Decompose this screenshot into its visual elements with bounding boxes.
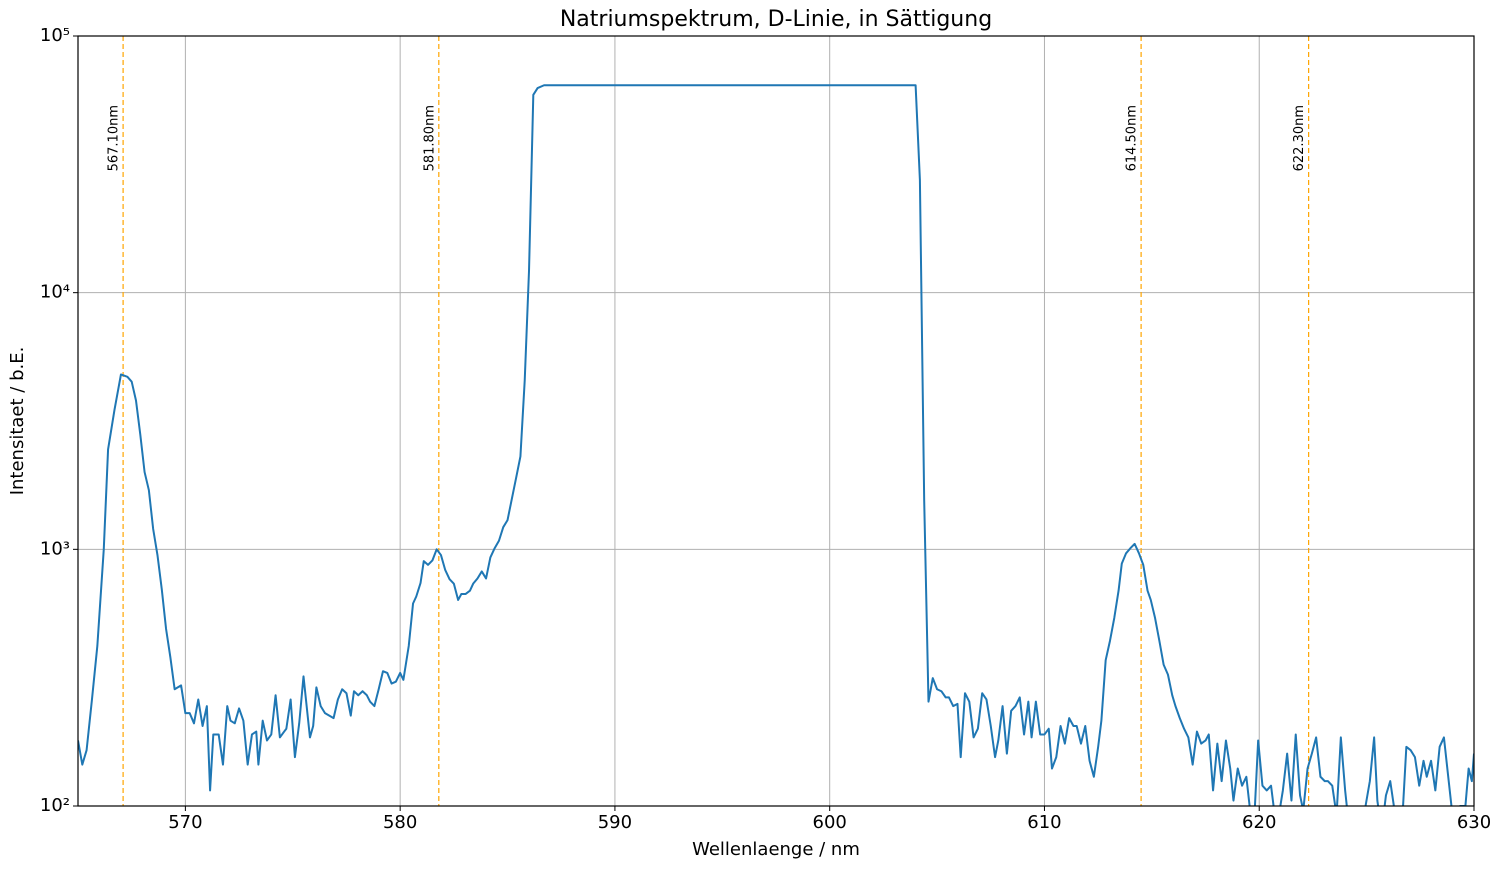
chart-title: Natriumspektrum, D-Linie, in Sättigung <box>560 7 992 32</box>
annotation-label: 567.10nm <box>107 105 122 171</box>
y-tick-label: 10³ <box>40 538 70 559</box>
x-tick-label: 620 <box>1242 812 1276 833</box>
x-tick-label: 580 <box>383 812 417 833</box>
plot-frame <box>77 35 1475 807</box>
x-tick-label: 610 <box>1027 812 1061 833</box>
y-tick-label: 10² <box>40 795 70 816</box>
annotation-label: 614.50nm <box>1125 105 1140 171</box>
x-tick-label: 630 <box>1457 812 1491 833</box>
y-axis-label: Intensitaet / b.E. <box>7 347 28 496</box>
data-line <box>78 84 1474 806</box>
x-axis-label: Wellenlaenge / nm <box>692 839 860 860</box>
y-tick-label: 10⁴ <box>40 282 70 303</box>
x-tick-label: 600 <box>813 812 847 833</box>
x-tick-label: 590 <box>598 812 632 833</box>
annotation-label: 581.80nm <box>422 105 437 171</box>
y-tick-label: 10⁵ <box>40 25 70 46</box>
x-tick-label: 570 <box>168 812 202 833</box>
annotation-label: 622.30nm <box>1292 105 1307 171</box>
